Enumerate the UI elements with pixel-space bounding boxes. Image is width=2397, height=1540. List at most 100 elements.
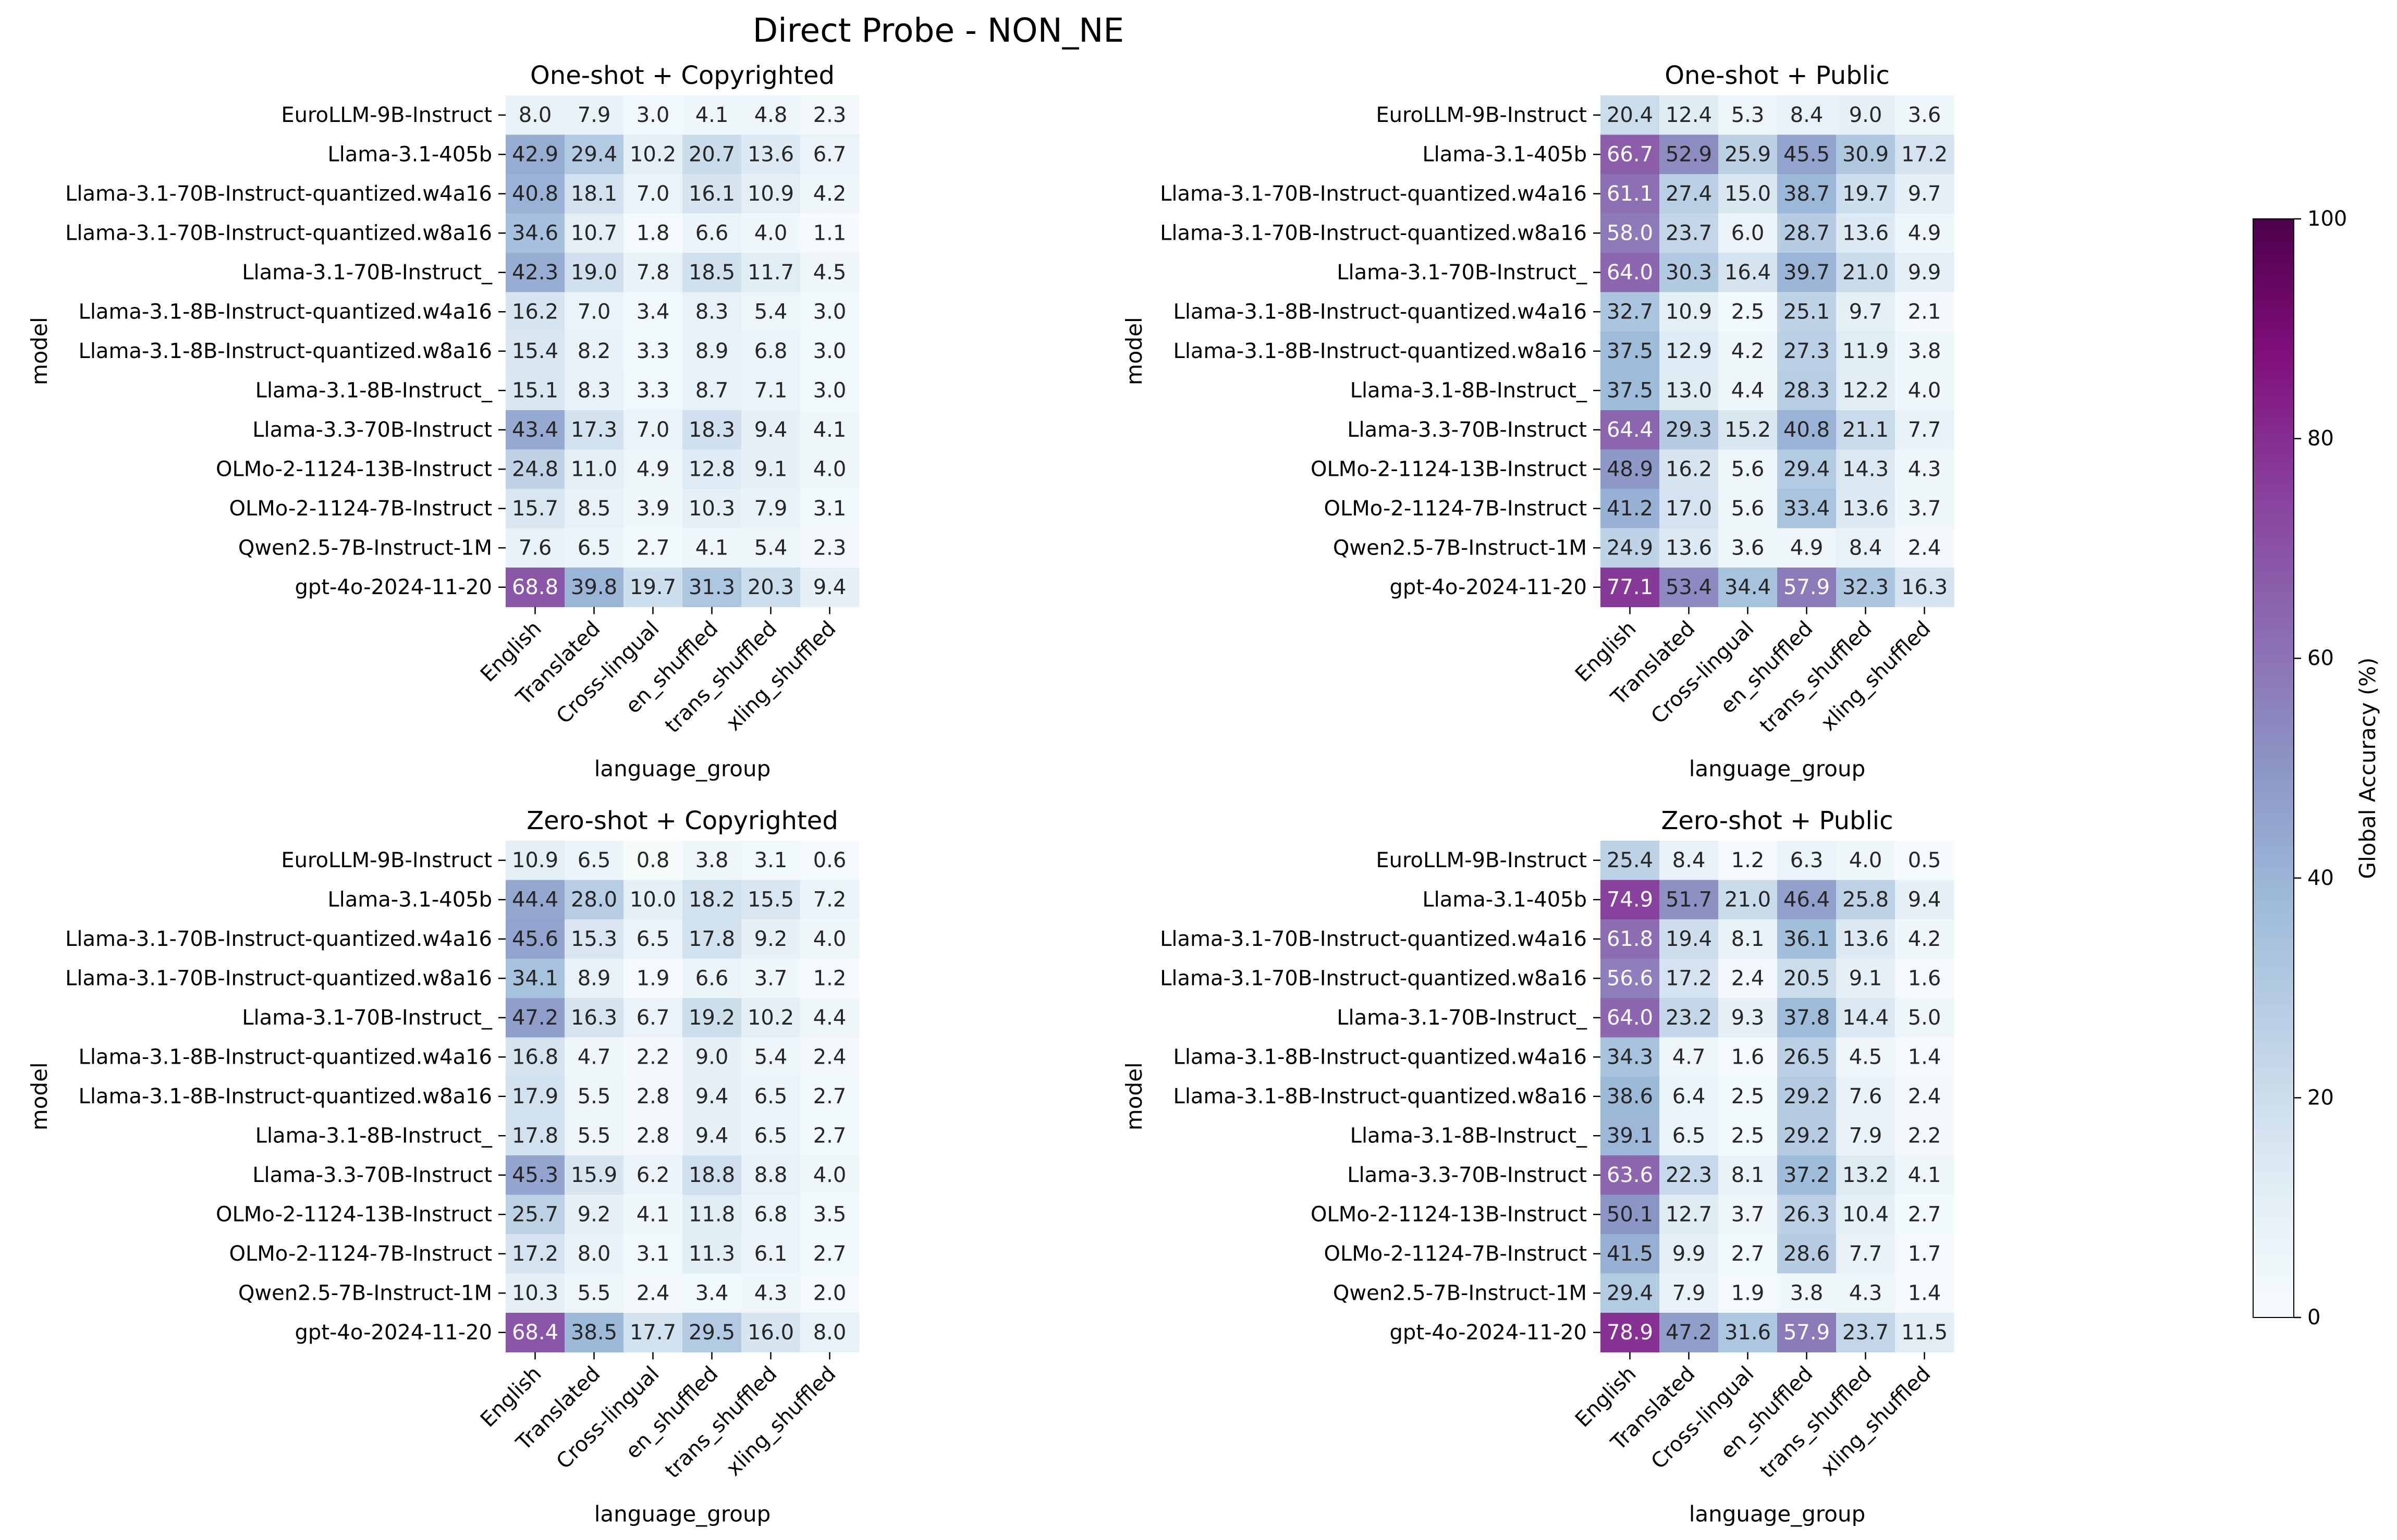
y-tick-label: EuroLLM-9B-Instruct [281, 848, 492, 872]
cell-label: 7.8 [637, 261, 670, 285]
heatmap-cell [1895, 958, 1954, 999]
cell-label: 5.4 [754, 536, 788, 560]
heatmap-cell [623, 1194, 683, 1235]
heatmap-cell [565, 292, 624, 332]
panel-title: One-shot + Copyrighted [530, 61, 835, 90]
heatmap-cell [1836, 449, 1895, 489]
cell-label: 19.0 [571, 261, 617, 285]
heatmap-cell [1777, 213, 1837, 253]
cell-label: 3.8 [1908, 339, 1941, 363]
y-tick-label: EuroLLM-9B-Instruct [281, 103, 492, 127]
cell-label: 28.6 [1783, 1242, 1830, 1266]
cell-label: 1.2 [813, 966, 847, 990]
y-tick-label: Llama-3.3-70B-Instruct [252, 418, 492, 442]
cell-label: 43.4 [512, 418, 558, 442]
heatmap-cell [1777, 371, 1837, 411]
heatmap-cell [1659, 134, 1719, 175]
cell-label: 4.1 [1908, 1163, 1941, 1187]
heatmap-cell [506, 568, 565, 607]
heatmap-cell [1836, 1194, 1895, 1235]
cell-label: 4.0 [1849, 848, 1882, 872]
y-tick-label: Qwen2.5-7B-Instruct-1M [238, 1281, 492, 1305]
heatmap-cell [623, 489, 683, 528]
cell-label: 2.8 [637, 1085, 670, 1108]
heatmap-cell [623, 841, 683, 880]
cell-label: 13.0 [1666, 378, 1712, 402]
cell-label: 14.3 [1842, 457, 1889, 481]
cell-label: 46.4 [1783, 888, 1830, 911]
heatmap-cell [506, 95, 565, 135]
cell-label: 15.1 [512, 378, 558, 402]
heatmap-cell [565, 1313, 624, 1352]
cell-label: 4.5 [813, 261, 847, 285]
y-tick-label: Llama-3.1-405b [1422, 142, 1587, 166]
heatmap-cell [1836, 134, 1895, 175]
cell-label: 5.0 [1908, 1006, 1941, 1030]
heatmap-cell [1895, 292, 1954, 332]
heatmap-cell [623, 331, 683, 371]
heatmap-cell [506, 1234, 565, 1274]
heatmap-cell [800, 371, 860, 411]
heatmap-cell [1718, 958, 1778, 999]
heatmap-cell [741, 253, 801, 292]
heatmap-cell [1600, 919, 1660, 959]
heatmap-cell [1895, 1116, 1954, 1156]
heatmap-cell [1836, 880, 1895, 920]
heatmap-cell [800, 449, 860, 489]
cell-label: 19.2 [689, 1006, 735, 1030]
heatmap-cell [1600, 449, 1660, 489]
cell-label: 66.7 [1607, 142, 1653, 166]
heatmap-cell [623, 292, 683, 332]
heatmap-cell [506, 1273, 565, 1313]
heatmap-cell [1659, 449, 1719, 489]
heatmap-cell [565, 1155, 624, 1195]
heatmap-cell [682, 1194, 742, 1235]
heatmap-cell [1777, 1273, 1837, 1313]
cell-label: 8.7 [695, 378, 729, 402]
heatmap-cell [1600, 1037, 1660, 1077]
cell-label: 21.1 [1842, 418, 1889, 442]
heatmap-cell [1718, 489, 1778, 528]
cell-label: 11.9 [1842, 339, 1889, 363]
cell-label: 23.2 [1666, 1006, 1712, 1030]
heatmap-cell [1718, 528, 1778, 568]
cell-label: 6.5 [754, 1085, 788, 1108]
cell-label: 3.3 [637, 378, 670, 402]
cell-label: 4.9 [1790, 536, 1824, 560]
heatmap-cell [800, 1313, 860, 1352]
heatmap-cell [506, 1313, 565, 1352]
cell-label: 25.8 [1842, 888, 1889, 911]
heatmap-cell [682, 919, 742, 959]
cell-label: 6.8 [754, 339, 788, 363]
heatmap-cell [506, 410, 565, 450]
heatmap-cell [1659, 292, 1719, 332]
cell-label: 7.0 [637, 182, 670, 206]
heatmap-cell [1718, 410, 1778, 450]
heatmap-cell [682, 410, 742, 450]
y-tick-label: Llama-3.1-8B-Instruct_ [1350, 1124, 1587, 1148]
cell-label: 4.4 [813, 1006, 847, 1030]
heatmap-cell [565, 958, 624, 999]
heatmap-cell [800, 292, 860, 332]
heatmap-cell [565, 841, 624, 880]
cell-label: 5.6 [1731, 497, 1765, 521]
heatmap-cell [800, 174, 860, 214]
heatmap-cell [1718, 253, 1778, 292]
cell-label: 32.3 [1842, 575, 1889, 599]
cell-label: 9.7 [1849, 300, 1882, 324]
cell-label: 3.0 [637, 103, 670, 127]
cell-label: 17.3 [571, 418, 617, 442]
cell-label: 3.0 [813, 378, 847, 402]
cell-label: 2.4 [1908, 536, 1941, 560]
heatmap-cell [800, 1077, 860, 1116]
heatmap-cell [682, 449, 742, 489]
cell-label: 40.8 [1783, 418, 1830, 442]
y-tick-label: Llama-3.1-70B-Instruct-quantized.w8a16 [65, 221, 492, 245]
cell-label: 23.7 [1842, 1321, 1889, 1345]
cell-label: 42.9 [512, 142, 558, 166]
cell-label: 4.9 [637, 457, 670, 481]
cell-label: 4.4 [1731, 378, 1765, 402]
heatmap-cell [1718, 331, 1778, 371]
heatmap-cell [800, 95, 860, 135]
cell-label: 10.2 [630, 142, 676, 166]
